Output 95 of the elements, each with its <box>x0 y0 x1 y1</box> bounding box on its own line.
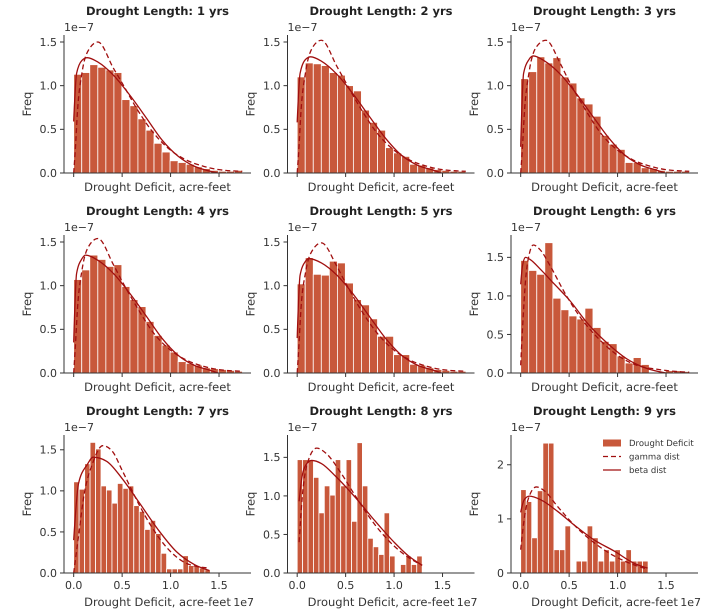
y-tick-label: 0.0 <box>263 366 280 380</box>
y-tick-label: 0.5 <box>40 123 57 136</box>
y-tick-label: 1.0 <box>40 484 57 498</box>
y-axis-title: Freq <box>244 92 258 116</box>
y-tick-label: 0.0 <box>263 566 280 580</box>
text: 1e7 <box>456 596 478 609</box>
y-tick-label: 0.0 <box>486 366 504 380</box>
y-tick-label: 1.5 <box>40 444 57 457</box>
y-axis-title: Freq <box>467 292 481 316</box>
y-tick-label: 0 <box>497 566 504 580</box>
y-tick-label: 1.0 <box>486 80 504 93</box>
y-tick-label: 1.0 <box>263 80 280 93</box>
y-axis-title: Freq <box>467 92 481 116</box>
y-tick-label: 0.5 <box>263 323 280 336</box>
text: 1e−7 <box>288 21 318 34</box>
text: 1e−7 <box>511 421 541 434</box>
x-tick-label: 0.0 <box>64 579 82 592</box>
x-tick-label: 1.5 <box>657 579 675 592</box>
text: 1e−7 <box>511 221 541 234</box>
y-tick-label: 0.0 <box>40 366 57 380</box>
y-tick-label: 2 <box>497 458 504 472</box>
y-tick-label: 1 <box>497 512 504 526</box>
line-series <box>73 41 243 174</box>
text: 1e7 <box>680 596 701 609</box>
x-axis-title: Drought Deficit, acre-feet <box>308 595 455 609</box>
x-axis-title: Drought Deficit, acre-feet <box>308 180 455 194</box>
text: 1e−7 <box>288 221 318 234</box>
y-tick-label: 0.5 <box>263 123 280 136</box>
line-series <box>520 244 690 373</box>
chart-title: Drought Length: 8 yrs <box>309 404 453 418</box>
line-series <box>73 238 243 374</box>
x-tick-label: 0.5 <box>336 579 354 592</box>
x-axis-title: Drought Deficit, acre-feet <box>308 380 455 394</box>
x-tick-label: 1.0 <box>385 579 403 592</box>
text: 1e7 <box>233 596 254 609</box>
chart-title: Drought Length: 4 yrs <box>86 204 230 218</box>
y-tick-label: 0.0 <box>40 166 57 180</box>
text: 1e−7 <box>64 21 94 34</box>
y-axis-title: Freq <box>244 492 258 516</box>
y-axis-title: Freq <box>20 492 34 516</box>
x-axis-title: Drought Deficit, acre-feet <box>531 595 678 609</box>
y-tick-label: 1.5 <box>263 236 280 249</box>
chart-title: Drought Length: 7 yrs <box>86 404 230 418</box>
text: 1e−7 <box>64 221 94 234</box>
x-axis-title: Drought Deficit, acre-feet <box>531 180 678 194</box>
x-axis-title: Drought Deficit, acre-feet <box>84 595 232 609</box>
y-tick-label: 1.0 <box>263 280 280 293</box>
legend-label: beta dist <box>629 466 668 476</box>
x-tick-label: 1.5 <box>434 579 452 592</box>
x-tick-label: 1.0 <box>608 579 626 592</box>
x-tick-label: 0.0 <box>512 579 530 592</box>
line-series <box>296 242 466 374</box>
y-tick-label: 1.5 <box>486 251 504 264</box>
y-axis-title: Freq <box>467 492 481 516</box>
y-axis-title: Freq <box>244 292 258 316</box>
chart-title: Drought Length: 6 yrs <box>532 204 676 218</box>
text: 1e−7 <box>511 21 541 34</box>
x-tick-label: 0.5 <box>113 579 131 592</box>
chart-title: Drought Length: 3 yrs <box>532 4 676 18</box>
y-tick-label: 0.5 <box>486 123 504 136</box>
chart-title: Drought Length: 9 yrs <box>532 404 676 418</box>
y-tick-label: 1.0 <box>40 280 57 293</box>
y-tick-label: 0.0 <box>486 166 504 180</box>
y-tick-label: 0.5 <box>486 328 504 342</box>
chart-title: Drought Length: 5 yrs <box>309 204 453 218</box>
y-axis-title: Freq <box>20 292 34 316</box>
y-tick-label: 1.5 <box>263 451 280 464</box>
y-tick-label: 1.5 <box>40 236 57 249</box>
x-tick-label: 1.0 <box>162 579 180 592</box>
x-axis-title: Drought Deficit, acre-feet <box>531 380 678 394</box>
text: 1e−7 <box>288 421 318 434</box>
y-tick-label: 1.5 <box>263 36 280 49</box>
line-series <box>520 40 690 174</box>
legend-label: gamma dist <box>629 452 680 462</box>
line-series <box>296 40 466 174</box>
y-tick-label: 0.5 <box>263 528 280 542</box>
x-tick-label: 0.0 <box>288 579 306 592</box>
y-tick-label: 0.5 <box>40 323 57 336</box>
chart-title: Drought Length: 2 yrs <box>309 4 453 18</box>
legend-label: Drought Deficit <box>629 438 694 449</box>
y-tick-label: 0.0 <box>263 166 280 180</box>
y-tick-label: 1.0 <box>263 490 280 503</box>
chart-title: Drought Length: 1 yrs <box>86 4 230 18</box>
x-axis-title: Drought Deficit, acre-feet <box>84 380 232 394</box>
y-tick-label: 0.5 <box>40 526 57 539</box>
text: 1e−7 <box>64 421 94 434</box>
y-tick-label: 1.0 <box>40 80 57 93</box>
x-tick-label: 0.5 <box>560 579 578 592</box>
y-tick-label: 1.5 <box>40 36 57 49</box>
x-tick-label: 1.5 <box>210 579 228 592</box>
y-tick-label: 0.0 <box>40 566 57 580</box>
y-axis-title: Freq <box>20 92 34 116</box>
y-tick-label: 1.5 <box>486 36 504 49</box>
y-tick-label: 1.0 <box>486 290 504 303</box>
x-axis-title: Drought Deficit, acre-feet <box>84 180 232 194</box>
